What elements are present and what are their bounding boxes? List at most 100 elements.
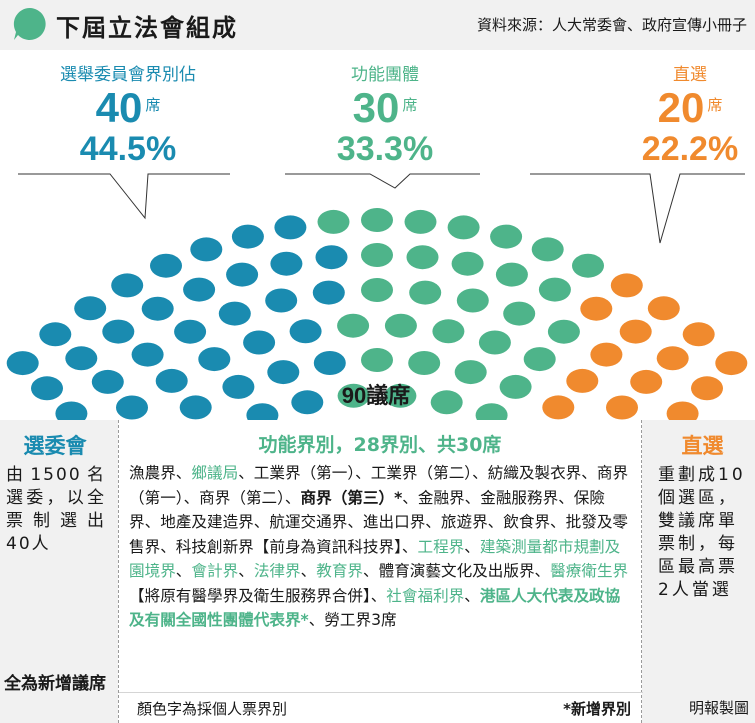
seat-dot (566, 368, 599, 393)
seat-dot (111, 273, 144, 298)
sector-text: 法律界 (253, 562, 301, 580)
seat-dot (451, 251, 484, 276)
seat-dot (246, 403, 279, 420)
functional-sector-list: 漁農界、 鄉議局、工業界（第一）、工業界（第二）、紡織及製衣界、商界（第一）、商界… (119, 457, 641, 633)
seat-dot (647, 296, 680, 321)
panel-heading: 功能界別，28界別、共30席 (258, 434, 502, 456)
seat-percent: 44.5% (79, 130, 177, 168)
seat-dot (384, 383, 417, 408)
sector-text: 漁農界 (129, 464, 176, 482)
graphic-credit: 明報製圖 (688, 699, 749, 717)
seat-dot (409, 280, 442, 305)
seat-dot (312, 280, 345, 305)
sector-text: 港區人大代表及政協及有關全國性團體代表界* (129, 586, 621, 630)
seat-dot (313, 351, 346, 375)
seat-dot (547, 319, 580, 344)
sector-text: 醫療衛生界 (550, 562, 629, 580)
seat-dot (361, 278, 393, 302)
seat-dot (715, 351, 748, 376)
seat-dot (289, 319, 322, 344)
seat-dot (6, 351, 39, 376)
seat-dot (610, 273, 643, 298)
parliament-seats (6, 208, 748, 420)
sector-text: 商界（第三）* (300, 488, 403, 507)
seat-dot (408, 351, 441, 375)
callout-lines (18, 173, 745, 244)
seat-dot (630, 369, 663, 394)
seat-dot (337, 383, 370, 408)
category-label: 功能團體 (351, 65, 419, 85)
seat-percent: 22.2% (641, 130, 739, 168)
functional-panel: 功能界別，28界別、共30席 漁農界、 鄉議局、工業界（第一）、工業界（第二）、紡… (118, 420, 643, 723)
seat-count: 20 (657, 84, 705, 131)
panel-description: 由1500名選委，以全票制選出40人 (6, 465, 106, 554)
total-seats-label: 90議席 (341, 383, 411, 408)
sector-text: 【將原有醫學界及衛生服務界合併】、 (129, 586, 387, 605)
seat-dot (198, 347, 231, 372)
speech-bubble-icon (13, 7, 46, 41)
seat-dot (430, 390, 463, 415)
panel-description: 重劃成10個選區，雙議席單票制，每區最高票2人當選 (658, 465, 746, 600)
seat-dot (150, 253, 182, 278)
seat-dot (39, 322, 72, 347)
category-label: 選舉委員會界別佔 (60, 65, 196, 85)
sector-text: 鄉議局 (191, 464, 239, 482)
seat-dot (454, 360, 487, 385)
seat-dot (218, 301, 251, 326)
seat-dot (656, 346, 689, 371)
sector-text: 會計界 (191, 562, 239, 580)
sector-text: 、工業界（第一）、工業界（第二）、紡織及製衣界、商界（第一）、商界（第二）、 (129, 464, 629, 507)
seat-unit: 席 (707, 96, 723, 114)
seat-dot (475, 403, 508, 420)
seat-dot (231, 224, 264, 249)
seat-percent: 33.3% (336, 130, 434, 168)
seat-dot (682, 322, 715, 347)
seat-dot (538, 277, 571, 302)
direct-election-panel: 直選 重劃成10個選區，雙議席單票制，每區最高票2人當選 明報製圖 (650, 420, 755, 723)
header-bar: 下屆立法會組成 資料來源：人大常委會、政府宣傳小冊子 (0, 0, 755, 50)
seat-dot (666, 401, 699, 420)
seat-dot (267, 360, 300, 385)
sector-text: 建築測量都市規劃及園境界 (129, 537, 621, 581)
seat-dot (361, 243, 393, 267)
seat-dot (490, 224, 523, 249)
sector-text: 、 (464, 537, 480, 556)
seat-dot (183, 277, 216, 302)
seat-dot (503, 301, 536, 326)
seat-dot (542, 395, 575, 420)
category-direct: 直選 20 席 22.2% (590, 60, 755, 168)
sector-text: 、 (175, 562, 192, 580)
seat-count: 30 (352, 84, 400, 131)
seat-dot (315, 245, 348, 270)
seat-dot (270, 251, 303, 276)
sector-text: 社會福利界 (386, 586, 465, 605)
seat-count: 40 (95, 84, 143, 131)
seat-dot (580, 296, 613, 321)
sector-text: 、勞工界3席 (308, 611, 397, 629)
info-panels: 選委會 由1500名選委，以全票制選出40人 全為新增議席 功能界別，28界別、… (0, 420, 755, 723)
seat-dot (91, 369, 124, 394)
seat-dot (361, 348, 393, 372)
legend-bar: 顏色字為採個人票界別 *新增界別 (119, 692, 643, 723)
seat-dot (384, 313, 417, 338)
legend-color-note: 顏色字為採個人票界別 (137, 700, 288, 718)
seat-dot (226, 262, 259, 287)
seat-dot (116, 395, 148, 420)
seat-dot (243, 330, 276, 355)
seat-dot (495, 262, 528, 287)
seat-unit: 席 (145, 96, 161, 114)
seat-dot (141, 296, 174, 321)
seat-dot (222, 374, 255, 399)
seat-dot (361, 208, 393, 232)
seat-dot (31, 376, 63, 401)
seat-dot (478, 330, 511, 355)
seat-dot (404, 209, 437, 234)
seat-dot (523, 347, 556, 372)
seat-dot (432, 319, 465, 344)
data-source: 資料來源：人大常委會、政府宣傳小冊子 (476, 16, 747, 34)
page-title: 下屆立法會組成 (56, 13, 238, 42)
sector-text: 工程界 (417, 537, 465, 556)
sector-text: 、體育演藝文化及出版界、 (363, 562, 551, 580)
seat-dot (317, 209, 350, 234)
seat-dot (531, 237, 564, 262)
